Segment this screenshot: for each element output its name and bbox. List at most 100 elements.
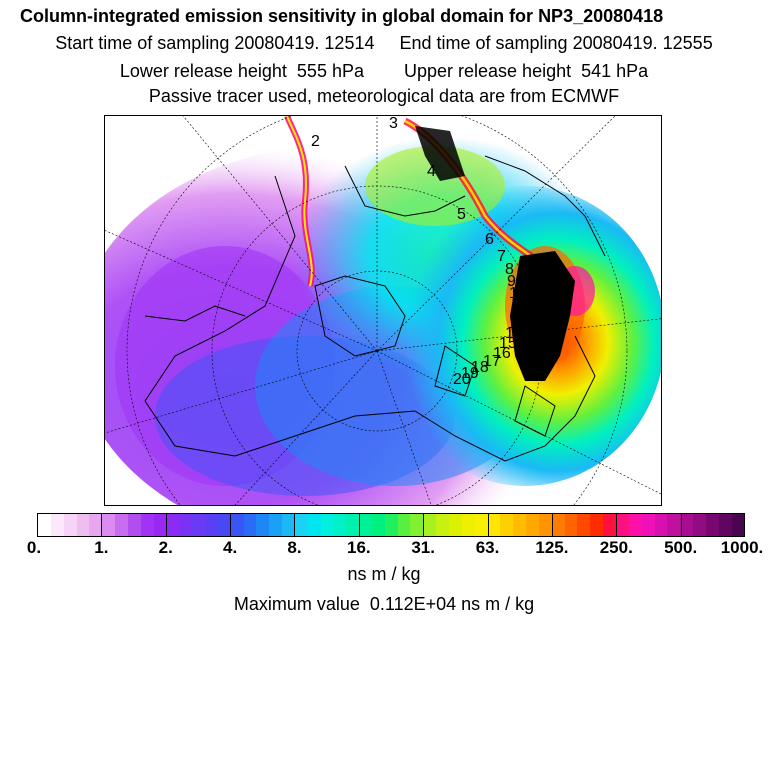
colorbar-segment	[282, 514, 295, 536]
trajectory-label: 17	[483, 353, 501, 370]
colorbar-divider	[680, 513, 682, 537]
trajectory-label: 7	[497, 248, 506, 265]
trajectory-label: 4	[427, 163, 436, 180]
colorbar-segment	[615, 514, 629, 536]
colorbar-tick-label: 8.	[287, 538, 302, 557]
colorbar-segment	[115, 514, 128, 536]
colorbar-segment	[127, 514, 141, 536]
colorbar-divider	[551, 513, 553, 537]
colorbar-segment	[718, 514, 732, 536]
trajectory-label: 13	[509, 315, 527, 332]
trajectory-label: 20	[453, 371, 471, 388]
colorbar-segment	[179, 514, 193, 536]
colorbar-segment	[140, 514, 154, 536]
colorbar-divider	[423, 513, 425, 537]
figure-title: Column-integrated emission sensitivity i…	[20, 6, 664, 26]
colorbar-segment	[384, 514, 398, 536]
colorbar-divider	[101, 513, 103, 537]
colorbar-segment	[705, 514, 719, 536]
colorbar-segment	[76, 514, 90, 536]
colorbar-tick-label: 0.	[26, 538, 42, 557]
colorbar-divider	[294, 513, 296, 537]
trajectory-label: 10	[509, 285, 527, 302]
colorbar-segment	[461, 514, 475, 536]
colorbar-segment	[603, 514, 616, 536]
release-locations	[415, 126, 575, 381]
colorbar-segment	[333, 514, 347, 536]
colorbar-segment	[551, 514, 565, 536]
trajectory-label: 6	[485, 231, 494, 248]
colorbar-segment	[192, 514, 205, 536]
colorbar-segment	[538, 514, 552, 536]
colorbar-segment	[423, 514, 437, 536]
colorbar-tick-label: 1.	[94, 538, 109, 557]
colorbar-segment	[230, 514, 244, 536]
colorbar-tick-label: 63.	[475, 538, 500, 557]
colorbar-segment	[89, 514, 103, 536]
colorbar-tick-label: 1000.	[720, 538, 764, 557]
colorbar-segment	[38, 514, 51, 536]
colorbar-segment	[693, 514, 706, 536]
colorbar-tick-label: 125.	[535, 538, 569, 557]
colorbar	[37, 513, 745, 537]
colorbar-tick-label: 31.	[411, 538, 435, 557]
colorbar-divider	[230, 513, 232, 537]
trajectory-label: 16	[493, 345, 511, 362]
colorbar-segment	[243, 514, 257, 536]
colorbar-tick-label: 250.	[599, 538, 633, 557]
colorbar-segment	[371, 514, 385, 536]
colorbar-segment	[102, 514, 116, 536]
colorbar-segment	[487, 514, 501, 536]
colorbar-divider	[487, 513, 489, 537]
colorbar-segment	[269, 514, 283, 536]
colorbar-segment	[359, 514, 372, 536]
colorbar-segment	[513, 514, 527, 536]
colorbar-segment	[564, 514, 578, 536]
colorbar-segment	[436, 514, 449, 536]
tracer-info-line: Passive tracer used, meteorological data…	[148, 86, 620, 106]
colorbar-segment	[474, 514, 488, 536]
colorbar-segment	[577, 514, 591, 536]
sensitivity-field	[105, 116, 661, 505]
trajectory-label: 19	[461, 365, 479, 382]
colorbar-tick-label: 500.	[664, 538, 698, 557]
colorbar-segment	[731, 514, 745, 536]
trajectory-label: 5	[457, 206, 466, 223]
trajectory-label: 3	[389, 116, 398, 132]
map-panel: 2 3 4 5 6 7 8 9 10 11 12 13 14 15 16 17 18 19 20	[104, 115, 662, 506]
colorbar-tick-label: 16.	[346, 538, 371, 557]
colorbar-segment	[166, 514, 180, 536]
colorbar-segment	[654, 514, 668, 536]
colorbar-divider	[165, 513, 167, 537]
colorbar-segment	[307, 514, 321, 536]
colorbar-segment	[628, 514, 642, 536]
colorbar-segment	[217, 514, 231, 536]
colorbar-segment	[346, 514, 360, 536]
sampling-time-line: Start time of sampling 20080419. 12514 E…	[55, 33, 713, 53]
colorbar-segment	[63, 514, 77, 536]
colorbar-segment	[667, 514, 681, 536]
colorbar-segment	[410, 514, 424, 536]
trajectory-label: 2	[311, 133, 320, 150]
colorbar-segment	[294, 514, 308, 536]
colorbar-segment	[500, 514, 514, 536]
colorbar-segment	[590, 514, 604, 536]
colorbar-tick-label: 2.	[158, 538, 173, 557]
colorbar-segment	[256, 514, 270, 536]
colorbar-segment	[320, 514, 334, 536]
trajectory-label: 11	[511, 295, 528, 312]
trajectory-label: 12	[513, 305, 531, 322]
colorbar-segment	[641, 514, 655, 536]
colorbar-segment	[397, 514, 411, 536]
colorbar-unit: ns m / kg	[347, 564, 421, 584]
trajectory-label: 18	[471, 359, 489, 376]
maximum-value-label: Maximum value 0.112E+04 ns m / kg	[233, 594, 535, 614]
colorbar-segment	[526, 514, 539, 536]
colorbar-segment	[449, 514, 462, 536]
colorbar-segment	[680, 514, 694, 536]
coastlines	[144, 155, 606, 462]
trajectory-label: 8	[505, 261, 514, 278]
release-height-line: Lower release height 555 hPa Upper relea…	[119, 61, 649, 81]
colorbar-tick-label: 4.	[222, 538, 238, 557]
